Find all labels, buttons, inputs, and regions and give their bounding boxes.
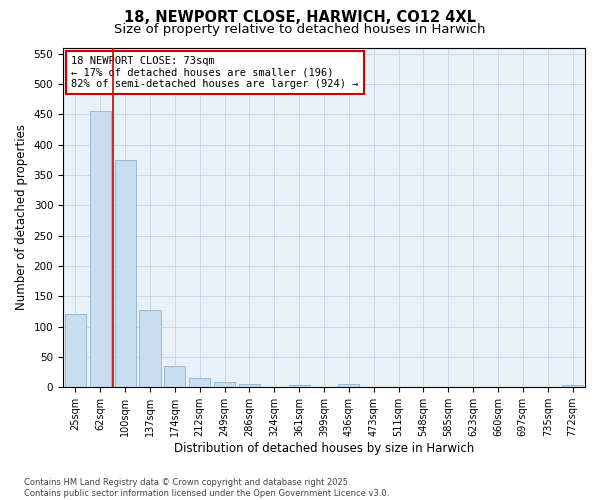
Title: 18, NEWPORT CLOSE, HARWICH, CO12 4XL: 18, NEWPORT CLOSE, HARWICH, CO12 4XL xyxy=(0,499,1,500)
Bar xyxy=(115,160,136,387)
Text: Contains HM Land Registry data © Crown copyright and database right 2025.
Contai: Contains HM Land Registry data © Crown c… xyxy=(24,478,389,498)
Bar xyxy=(139,310,161,387)
Bar xyxy=(90,111,111,387)
Bar xyxy=(239,384,260,387)
Bar xyxy=(164,366,185,387)
Text: Size of property relative to detached houses in Harwich: Size of property relative to detached ho… xyxy=(114,22,486,36)
Bar xyxy=(189,378,210,387)
Bar xyxy=(289,386,310,387)
X-axis label: Distribution of detached houses by size in Harwich: Distribution of detached houses by size … xyxy=(174,442,474,455)
Bar xyxy=(338,384,359,387)
Bar xyxy=(65,314,86,387)
Bar xyxy=(562,386,583,387)
Y-axis label: Number of detached properties: Number of detached properties xyxy=(15,124,28,310)
Bar xyxy=(214,382,235,387)
Text: 18 NEWPORT CLOSE: 73sqm
← 17% of detached houses are smaller (196)
82% of semi-d: 18 NEWPORT CLOSE: 73sqm ← 17% of detache… xyxy=(71,56,358,89)
Text: 18, NEWPORT CLOSE, HARWICH, CO12 4XL: 18, NEWPORT CLOSE, HARWICH, CO12 4XL xyxy=(124,10,476,25)
